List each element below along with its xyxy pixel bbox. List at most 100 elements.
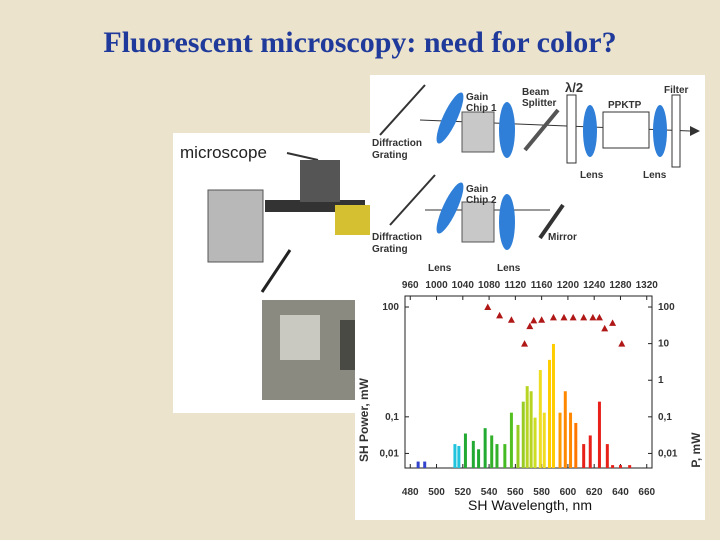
x2-tick-label: 1080 — [478, 280, 501, 291]
x2-tick-label: 1280 — [609, 280, 632, 291]
bar — [563, 391, 567, 468]
bar — [503, 444, 507, 468]
bar — [597, 401, 601, 468]
bar — [569, 412, 573, 468]
bar — [618, 465, 622, 468]
label: Filter — [664, 85, 689, 96]
label: Grating — [372, 150, 408, 161]
y2-tick-label: 10 — [658, 339, 670, 350]
x-tick-label: 640 — [612, 487, 629, 498]
x-tick-label: 520 — [454, 487, 471, 498]
x2-tick-label: 1160 — [531, 280, 553, 291]
bar — [490, 435, 494, 468]
label: Diffraction — [372, 232, 422, 243]
lens — [499, 194, 515, 250]
x-axis-label: SH Wavelength, nm — [468, 497, 592, 513]
arrow — [260, 249, 292, 293]
module — [280, 315, 320, 360]
arrowhead — [690, 126, 700, 136]
gain-chip — [461, 201, 495, 243]
point — [569, 313, 577, 321]
bar — [611, 465, 615, 468]
y-tick-label: 0,01 — [380, 448, 400, 459]
grating — [379, 84, 426, 136]
grating — [389, 174, 436, 226]
bar — [574, 422, 578, 468]
x2-tick-label: 1240 — [583, 280, 606, 291]
label: Grating — [372, 244, 408, 255]
label: Chip 2 — [466, 195, 497, 206]
label: Lens — [580, 170, 604, 181]
bar — [477, 449, 481, 468]
bar — [529, 391, 533, 468]
label: Lens — [497, 263, 521, 274]
bar — [525, 386, 529, 468]
x2-tick-label: 1200 — [557, 280, 580, 291]
bar — [538, 370, 542, 468]
point — [549, 313, 557, 321]
point — [496, 311, 504, 319]
label: Mirror — [548, 232, 577, 243]
photo-label: microscope — [180, 143, 267, 162]
point — [589, 313, 597, 321]
y2-tick-label: 100 — [658, 302, 675, 313]
point — [538, 316, 546, 323]
point — [595, 313, 603, 321]
x-tick-label: 500 — [428, 487, 445, 498]
label: Gain — [466, 92, 488, 103]
bar — [471, 440, 475, 468]
bar — [453, 444, 457, 468]
chart: SH Power, mW P, mW SH Wavelength, nm 480… — [355, 275, 705, 520]
diagram: Gain Chip 1 Beam Splitter λ/2 PPKTP Filt… — [370, 75, 705, 275]
cabinet — [207, 189, 264, 263]
point — [580, 313, 588, 321]
point — [526, 322, 534, 330]
box — [335, 205, 370, 235]
x-tick-label: 620 — [586, 487, 603, 498]
label: Lens — [428, 263, 452, 274]
lens — [499, 102, 515, 158]
bar — [551, 343, 555, 468]
lens — [583, 105, 597, 157]
x-tick-label: 580 — [533, 487, 550, 498]
bar — [605, 444, 609, 468]
y2-tick-label: 0,1 — [658, 412, 672, 423]
crystal — [602, 111, 650, 149]
y2-tick-label: 1 — [658, 375, 664, 386]
x2-tick-label: 1120 — [505, 280, 527, 291]
point — [530, 316, 538, 324]
x2-tick-label: 1040 — [452, 280, 475, 291]
mirror — [538, 203, 565, 240]
bar — [582, 444, 586, 468]
label: Beam — [522, 87, 549, 98]
bar — [542, 412, 546, 468]
y-tick-label: 0,1 — [385, 412, 399, 423]
y2-tick-label: 0,01 — [658, 448, 678, 459]
bar — [457, 445, 461, 468]
label: Splitter — [522, 98, 557, 109]
bar — [521, 401, 525, 468]
point — [618, 340, 626, 347]
lens — [436, 92, 464, 144]
lens — [653, 105, 667, 157]
beam-splitter — [523, 108, 560, 152]
label: PPKTP — [608, 100, 642, 111]
point — [560, 313, 568, 321]
y-axis-label: SH Power, mW — [357, 377, 371, 462]
label: Diffraction — [372, 138, 422, 149]
point — [507, 316, 515, 323]
bar — [463, 433, 467, 468]
x-tick-label: 560 — [507, 487, 524, 498]
label: Lens — [643, 170, 667, 181]
point — [484, 303, 492, 311]
gain-chip — [461, 111, 495, 153]
x-tick-label: 600 — [560, 487, 577, 498]
arrow — [286, 152, 319, 161]
label: Chip 1 — [466, 103, 497, 114]
label: Gain — [466, 184, 488, 195]
bar — [548, 359, 552, 468]
y2-axis-label: P, mW — [689, 432, 703, 468]
scope — [300, 160, 340, 202]
x-tick-label: 660 — [638, 487, 655, 498]
